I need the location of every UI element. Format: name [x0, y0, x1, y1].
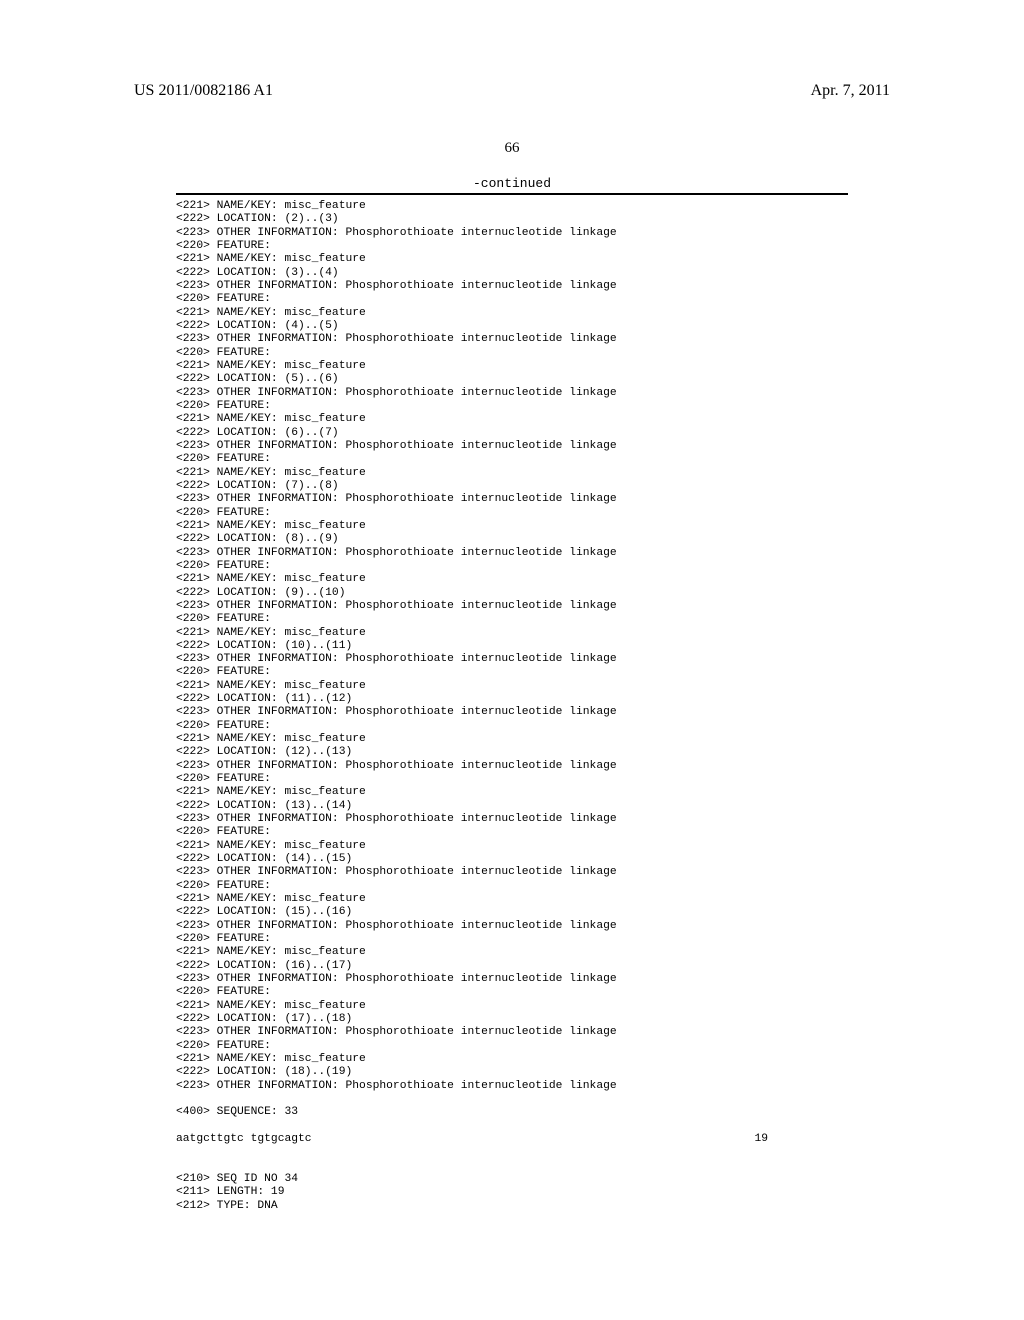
listing-line: <223> OTHER INFORMATION: Phosphorothioat…: [176, 706, 848, 719]
listing-line: <222> LOCATION: (5)..(6): [176, 373, 848, 386]
listing-line: <221> NAME/KEY: misc_feature: [176, 253, 848, 266]
listing-line: <223> OTHER INFORMATION: Phosphorothioat…: [176, 1080, 848, 1093]
listing-line: <221> NAME/KEY: misc_feature: [176, 467, 848, 480]
listing-line: <223> OTHER INFORMATION: Phosphorothioat…: [176, 227, 848, 240]
listing-line: <220> FEATURE:: [176, 666, 848, 679]
listing-line: <221> NAME/KEY: misc_feature: [176, 946, 848, 959]
patent-page: US 2011/0082186 A1 Apr. 7, 2011 66 -cont…: [0, 0, 1024, 1320]
publication-number: US 2011/0082186 A1: [134, 82, 273, 100]
listing-line: <220> FEATURE:: [176, 453, 848, 466]
listing-line: <221> NAME/KEY: misc_feature: [176, 573, 848, 586]
listing-line: <221> NAME/KEY: misc_feature: [176, 1000, 848, 1013]
listing-line: <220> FEATURE:: [176, 400, 848, 413]
publication-date: Apr. 7, 2011: [811, 82, 890, 100]
listing-line: <221> NAME/KEY: misc_feature: [176, 733, 848, 746]
listing-line: <212> TYPE: DNA: [176, 1200, 848, 1213]
sequence-line: aatgcttgtc tgtgcagtc 19: [176, 1133, 848, 1146]
listing-line: <223> OTHER INFORMATION: Phosphorothioat…: [176, 866, 848, 879]
listing-line: <220> FEATURE:: [176, 293, 848, 306]
horizontal-rule: [176, 193, 848, 195]
listing-line: [176, 1093, 848, 1106]
listing-line: <223> OTHER INFORMATION: Phosphorothioat…: [176, 1026, 848, 1039]
continued-label: -continued: [0, 176, 1024, 191]
listing-line: <223> OTHER INFORMATION: Phosphorothioat…: [176, 440, 848, 453]
listing-line: <222> LOCATION: (14)..(15): [176, 853, 848, 866]
listing-line: <222> LOCATION: (2)..(3): [176, 213, 848, 226]
listing-line: <220> FEATURE:: [176, 560, 848, 573]
listing-line: <220> FEATURE:: [176, 1040, 848, 1053]
listing-line: <400> SEQUENCE: 33: [176, 1106, 848, 1119]
listing-line: <222> LOCATION: (17)..(18): [176, 1013, 848, 1026]
listing-line: <221> NAME/KEY: misc_feature: [176, 893, 848, 906]
listing-line: <223> OTHER INFORMATION: Phosphorothioat…: [176, 333, 848, 346]
listing-line: <211> LENGTH: 19: [176, 1186, 848, 1199]
listing-line: <222> LOCATION: (10)..(11): [176, 640, 848, 653]
listing-line: <220> FEATURE:: [176, 347, 848, 360]
listing-line: <223> OTHER INFORMATION: Phosphorothioat…: [176, 760, 848, 773]
sequence-listing: <221> NAME/KEY: misc_feature<222> LOCATI…: [176, 200, 848, 1213]
listing-line: <222> LOCATION: (18)..(19): [176, 1066, 848, 1079]
listing-line: <220> FEATURE:: [176, 507, 848, 520]
listing-line: <221> NAME/KEY: misc_feature: [176, 200, 848, 213]
listing-line: <221> NAME/KEY: misc_feature: [176, 627, 848, 640]
listing-line: <222> LOCATION: (15)..(16): [176, 906, 848, 919]
listing-line: <223> OTHER INFORMATION: Phosphorothioat…: [176, 493, 848, 506]
listing-line: <223> OTHER INFORMATION: Phosphorothioat…: [176, 280, 848, 293]
listing-line: <220> FEATURE:: [176, 986, 848, 999]
listing-line: <220> FEATURE:: [176, 826, 848, 839]
listing-line: [176, 1146, 848, 1159]
listing-line: <220> FEATURE:: [176, 613, 848, 626]
listing-line: <210> SEQ ID NO 34: [176, 1173, 848, 1186]
sequence-text: aatgcttgtc tgtgcagtc: [176, 1133, 312, 1146]
listing-line: <221> NAME/KEY: misc_feature: [176, 307, 848, 320]
listing-line: <220> FEATURE:: [176, 720, 848, 733]
listing-line: <223> OTHER INFORMATION: Phosphorothioat…: [176, 653, 848, 666]
listing-line: <223> OTHER INFORMATION: Phosphorothioat…: [176, 387, 848, 400]
listing-line: <221> NAME/KEY: misc_feature: [176, 1053, 848, 1066]
listing-line: <222> LOCATION: (13)..(14): [176, 800, 848, 813]
listing-line: <222> LOCATION: (12)..(13): [176, 746, 848, 759]
listing-line: <222> LOCATION: (7)..(8): [176, 480, 848, 493]
listing-line: <221> NAME/KEY: misc_feature: [176, 360, 848, 373]
listing-line: <222> LOCATION: (16)..(17): [176, 960, 848, 973]
listing-line: <221> NAME/KEY: misc_feature: [176, 786, 848, 799]
listing-line: <220> FEATURE:: [176, 773, 848, 786]
listing-line: <223> OTHER INFORMATION: Phosphorothioat…: [176, 813, 848, 826]
listing-line: <222> LOCATION: (3)..(4): [176, 267, 848, 280]
listing-line: <223> OTHER INFORMATION: Phosphorothioat…: [176, 600, 848, 613]
listing-line: <222> LOCATION: (6)..(7): [176, 427, 848, 440]
listing-line: <223> OTHER INFORMATION: Phosphorothioat…: [176, 973, 848, 986]
listing-line: <220> FEATURE:: [176, 933, 848, 946]
listing-line: <220> FEATURE:: [176, 880, 848, 893]
listing-line: <221> NAME/KEY: misc_feature: [176, 840, 848, 853]
listing-line: <223> OTHER INFORMATION: Phosphorothioat…: [176, 547, 848, 560]
listing-line: <221> NAME/KEY: misc_feature: [176, 413, 848, 426]
page-number: 66: [0, 140, 1024, 157]
listing-line: <223> OTHER INFORMATION: Phosphorothioat…: [176, 920, 848, 933]
listing-line: [176, 1120, 848, 1133]
listing-line: <220> FEATURE:: [176, 240, 848, 253]
listing-line: [176, 1160, 848, 1173]
listing-line: <222> LOCATION: (4)..(5): [176, 320, 848, 333]
listing-line: <222> LOCATION: (8)..(9): [176, 533, 848, 546]
sequence-length-number: 19: [754, 1133, 848, 1146]
listing-line: <221> NAME/KEY: misc_feature: [176, 680, 848, 693]
listing-line: <222> LOCATION: (11)..(12): [176, 693, 848, 706]
listing-line: <222> LOCATION: (9)..(10): [176, 587, 848, 600]
listing-line: <221> NAME/KEY: misc_feature: [176, 520, 848, 533]
